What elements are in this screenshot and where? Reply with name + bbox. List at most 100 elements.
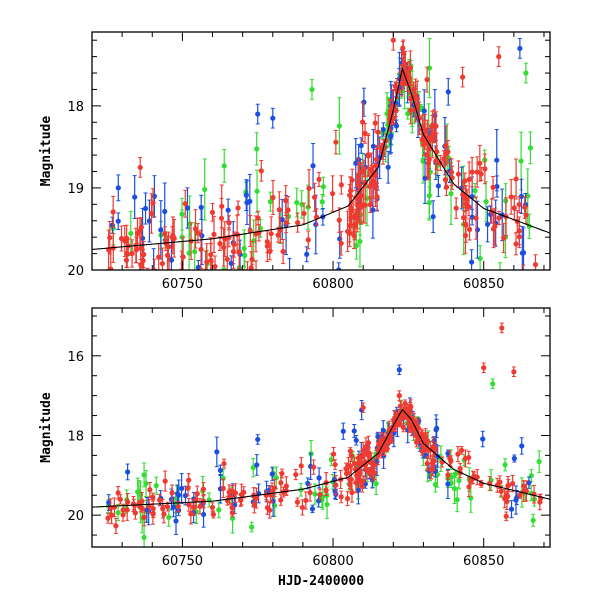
y-tick-label: 18: [67, 100, 84, 115]
data-point: [461, 215, 467, 221]
top-panel: 60750 60800 60850 18 19 20 Magnitude: [39, 31, 551, 316]
data-point: [137, 228, 143, 234]
data-point: [469, 169, 475, 175]
data-point: [264, 243, 270, 249]
axes-frame: [91, 31, 551, 271]
data-point: [333, 139, 339, 145]
data-point: [411, 87, 417, 93]
data-point: [183, 311, 188, 316]
series-blue: [106, 364, 532, 536]
data-point: [285, 207, 291, 213]
data-point: [150, 506, 156, 512]
data-point: [508, 194, 514, 200]
data-point: [373, 156, 380, 163]
data-point: [367, 183, 373, 190]
data-point: [166, 514, 172, 520]
data-point: [532, 261, 539, 268]
data-point: [451, 486, 458, 492]
data-point: [148, 210, 155, 217]
data-point: [115, 509, 121, 516]
data-point: [496, 54, 502, 60]
data-point: [197, 503, 203, 509]
data-point: [523, 212, 529, 218]
data-point: [242, 252, 248, 259]
data-point: [151, 271, 156, 276]
data-point: [143, 480, 149, 487]
data-point: [309, 86, 315, 93]
data-point: [358, 204, 364, 210]
data-point: [170, 504, 177, 510]
data-point: [354, 210, 361, 216]
data-point: [448, 190, 454, 197]
data-point: [526, 480, 532, 486]
data-point: [329, 190, 336, 197]
data-point: [150, 277, 155, 282]
data-point: [228, 260, 234, 266]
data-point: [424, 77, 430, 83]
data-point: [468, 478, 474, 484]
data-point: [501, 235, 507, 241]
data-point: [511, 369, 517, 375]
data-point: [498, 488, 504, 494]
data-point: [186, 250, 192, 256]
data-point: [396, 393, 402, 399]
data-point: [304, 251, 310, 257]
data-point: [141, 251, 147, 258]
data-point: [283, 220, 289, 226]
data-point: [165, 244, 172, 250]
data-point: [147, 487, 153, 493]
data-point: [445, 481, 451, 487]
data-point: [319, 199, 325, 205]
data-point: [133, 247, 139, 253]
data-point: [269, 471, 275, 477]
data-point: [179, 268, 185, 270]
data-point: [362, 130, 368, 136]
data-point: [156, 254, 162, 260]
data-point: [191, 504, 197, 511]
data-point: [527, 145, 534, 151]
data-point: [499, 325, 505, 331]
data-point: [200, 486, 207, 492]
data-point: [353, 437, 359, 443]
data-point: [168, 496, 175, 503]
data-point: [138, 245, 144, 251]
data-point: [244, 200, 250, 206]
data-point: [129, 295, 134, 300]
data-point: [186, 502, 192, 508]
data-point: [276, 207, 282, 213]
data-point: [115, 185, 121, 191]
data-point: [370, 143, 376, 149]
data-point: [258, 168, 264, 174]
bottom-panel: 60750 60800 60850 16 18 20 Magnitude HJD-240000…: [39, 307, 551, 589]
x-axis-label: HJD-2400000: [278, 574, 364, 589]
data-point: [340, 428, 346, 434]
data-point: [214, 449, 220, 455]
data-point: [169, 490, 175, 496]
data-point: [375, 129, 381, 135]
data-point: [162, 208, 168, 215]
data-point: [153, 483, 159, 489]
data-point: [275, 232, 281, 238]
data-point: [429, 122, 436, 129]
data-point: [202, 186, 208, 193]
data-point: [195, 264, 201, 270]
data-point: [287, 282, 292, 287]
model-curve: [92, 66, 550, 251]
data-point: [363, 444, 369, 450]
data-point: [375, 452, 381, 458]
data-point: [371, 470, 378, 476]
data-point: [115, 218, 121, 224]
data-point: [426, 200, 432, 206]
data-point: [351, 428, 357, 434]
data-point: [347, 192, 353, 198]
data-point: [122, 238, 128, 244]
data-point: [353, 242, 360, 249]
data-point: [107, 235, 113, 241]
data-point: [380, 427, 386, 434]
plot-area: [92, 322, 550, 547]
plot-area: [92, 32, 550, 316]
data-point: [313, 221, 319, 228]
data-point: [136, 501, 142, 507]
data-point: [330, 451, 337, 457]
data-point: [442, 177, 449, 183]
